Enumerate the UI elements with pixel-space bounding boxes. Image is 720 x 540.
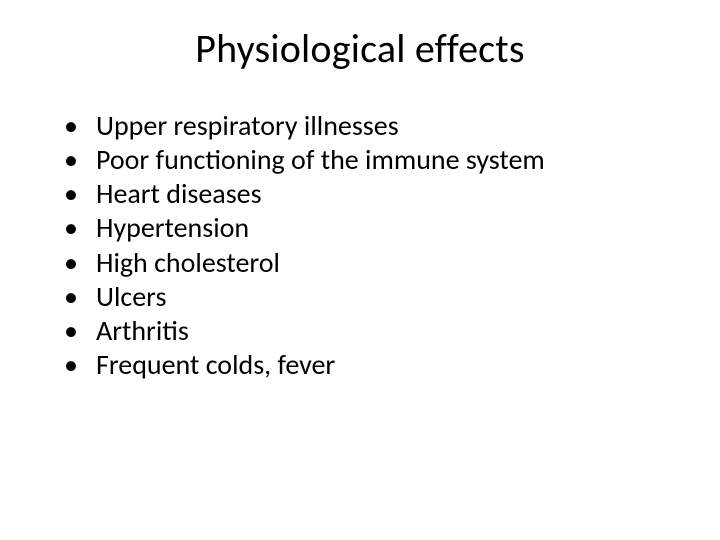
list-item: Arthritis [60,314,670,348]
slide: Physiological effects Upper respiratory … [0,0,720,540]
slide-title: Physiological effects [50,24,670,73]
list-item: High cholesterol [60,246,670,280]
list-item: Ulcers [60,280,670,314]
list-item: Poor functioning of the immune system [60,143,670,177]
list-item: Frequent colds, fever [60,348,670,382]
list-item: Hypertension [60,211,670,245]
bullet-list: Upper respiratory illnesses Poor functio… [50,109,670,382]
list-item: Upper respiratory illnesses [60,109,670,143]
list-item: Heart diseases [60,177,670,211]
